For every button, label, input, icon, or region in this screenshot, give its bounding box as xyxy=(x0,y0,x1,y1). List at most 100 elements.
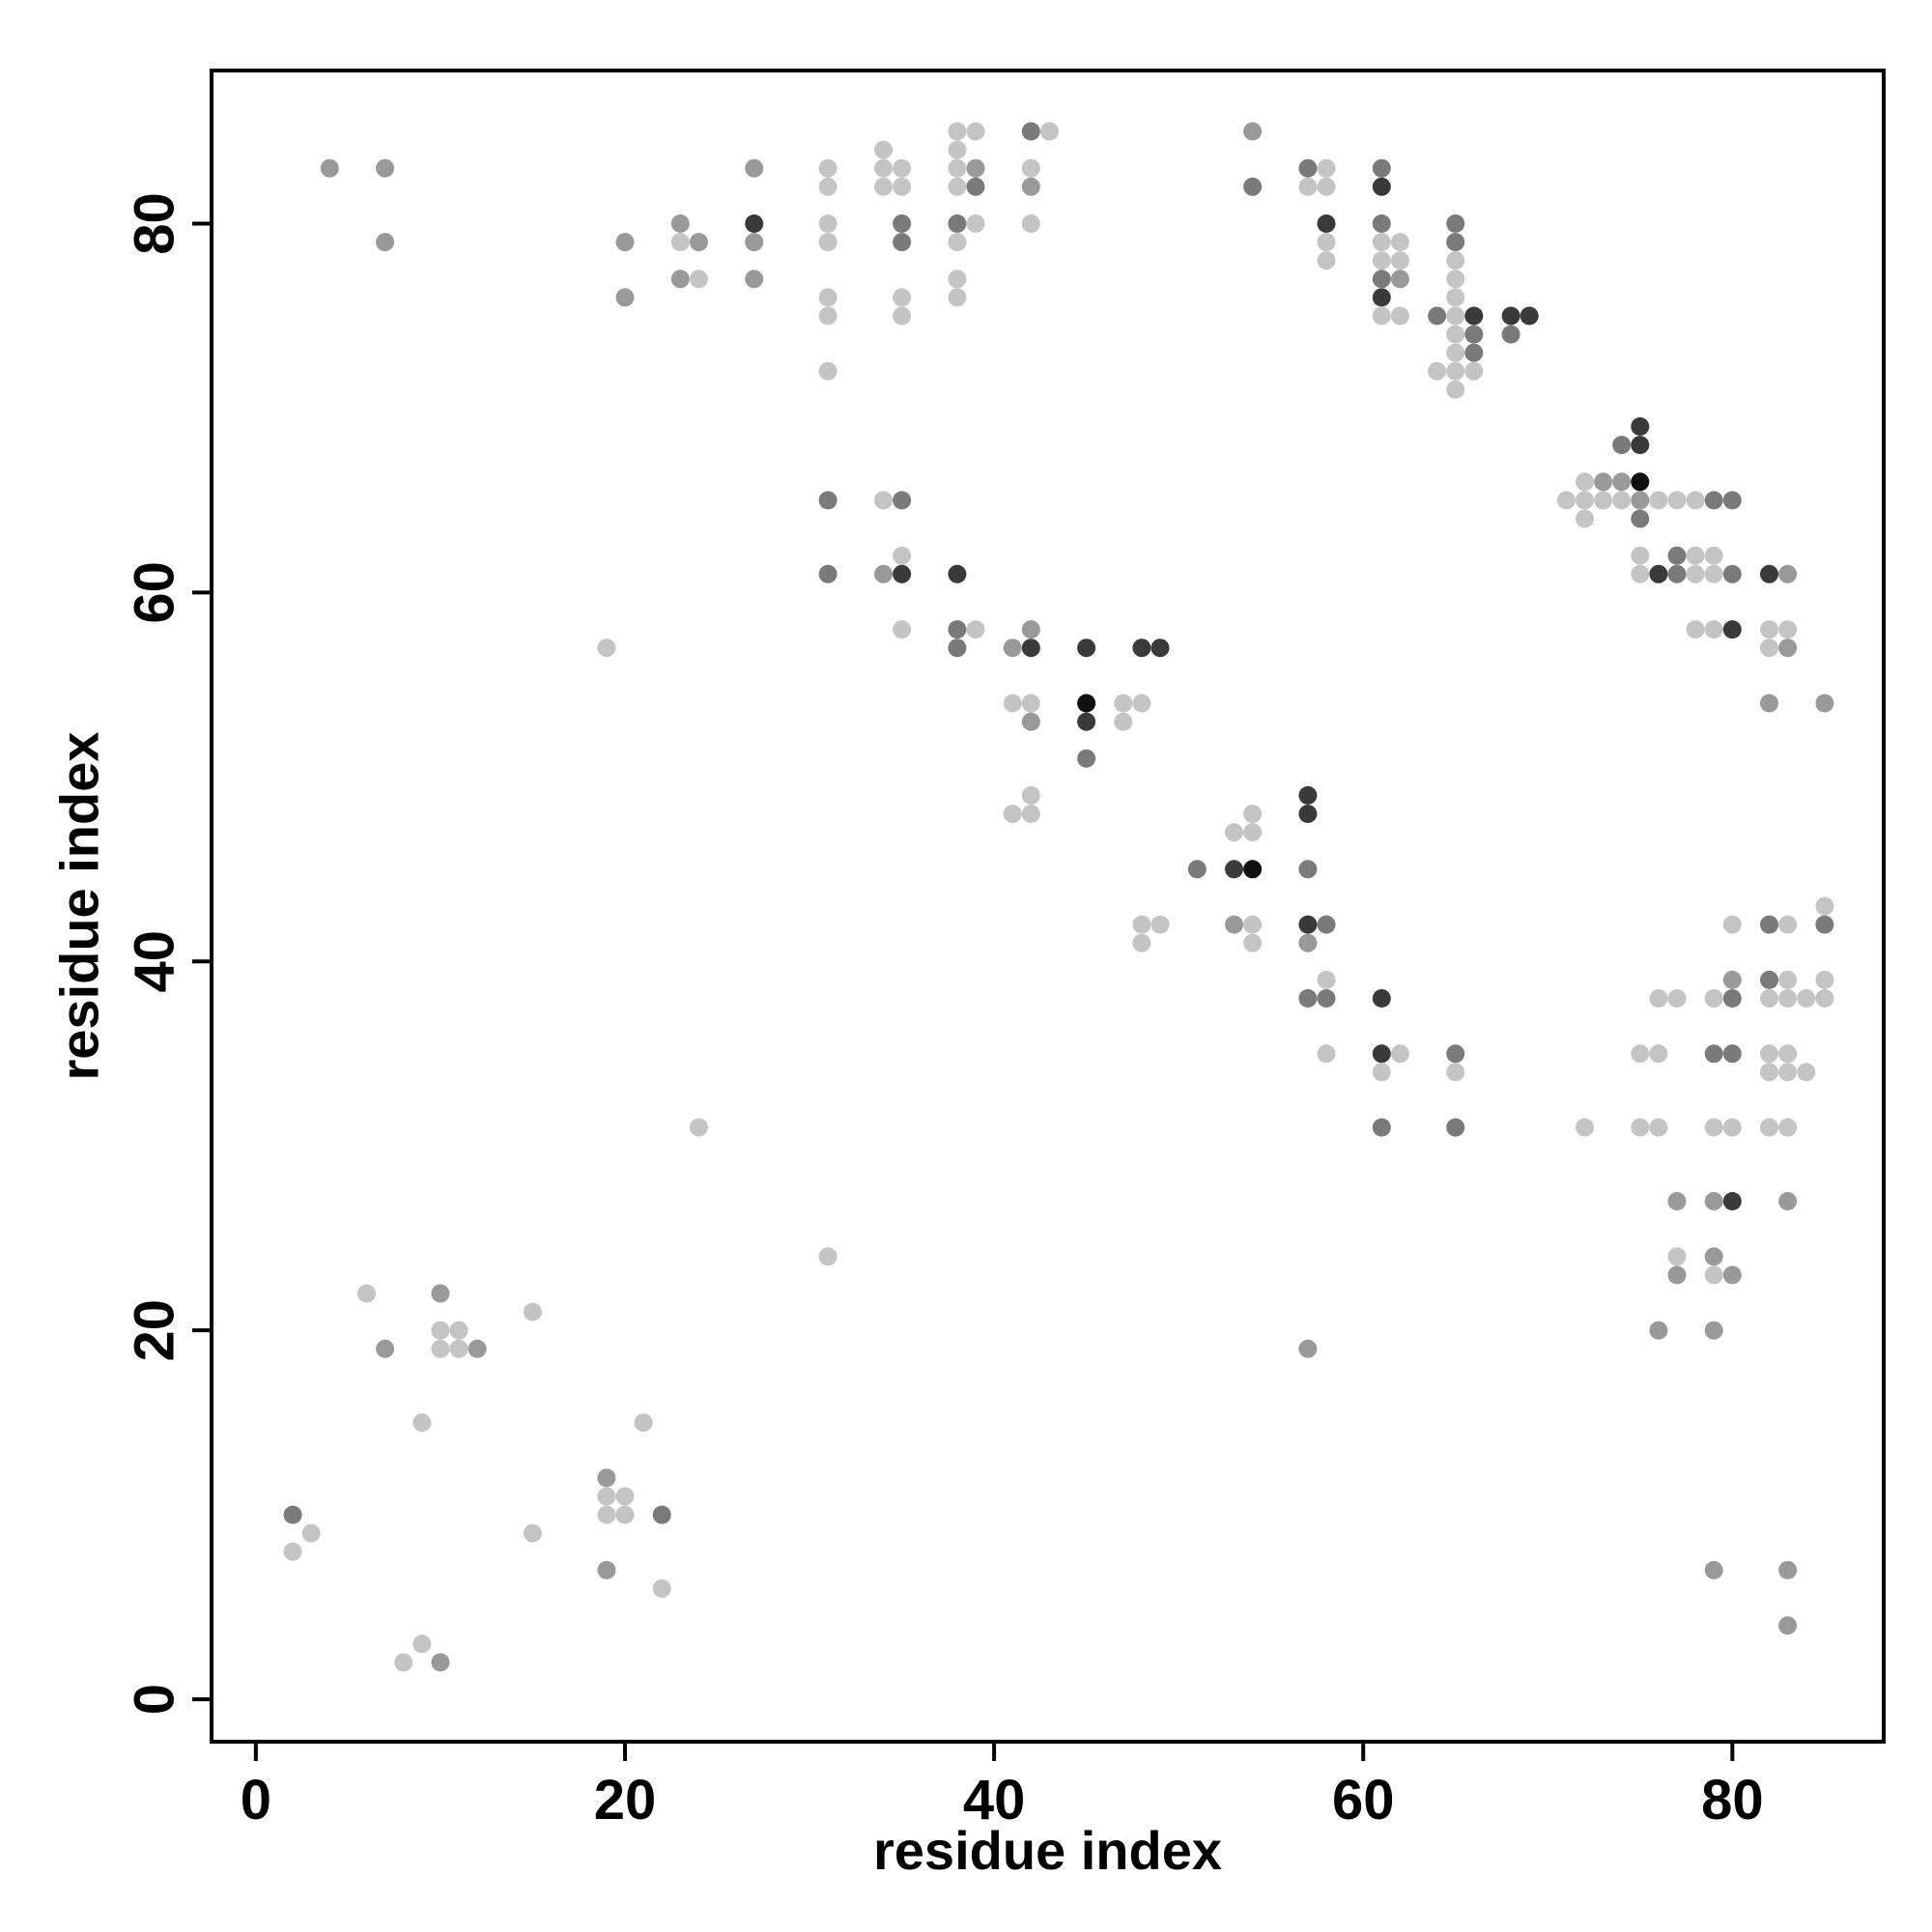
data-point xyxy=(1298,177,1318,196)
data-point xyxy=(966,214,985,233)
data-point xyxy=(1686,491,1705,510)
data-point xyxy=(1021,805,1040,823)
data-point xyxy=(1722,915,1742,934)
data-point xyxy=(1667,989,1687,1008)
data-point xyxy=(689,1118,708,1137)
data-point xyxy=(1667,564,1687,583)
data-point xyxy=(1686,546,1705,565)
data-point xyxy=(1631,436,1650,455)
data-point xyxy=(449,1321,469,1340)
data-point xyxy=(1225,860,1243,879)
data-point xyxy=(615,1487,635,1506)
data-point xyxy=(1815,989,1834,1008)
data-point xyxy=(893,177,912,196)
data-point xyxy=(597,1560,616,1579)
data-point xyxy=(1372,214,1391,233)
data-point xyxy=(652,1505,671,1524)
data-point xyxy=(1594,472,1613,492)
data-point xyxy=(431,1653,450,1672)
data-point xyxy=(1631,564,1650,583)
data-point xyxy=(874,491,893,510)
data-point xyxy=(1722,1192,1742,1210)
data-point xyxy=(1667,1192,1687,1210)
data-point xyxy=(948,564,967,583)
data-point xyxy=(966,177,985,196)
data-point xyxy=(670,270,690,289)
data-point xyxy=(1815,915,1834,934)
x-tick-label: 80 xyxy=(1701,1769,1764,1832)
data-point xyxy=(1778,1616,1798,1635)
data-point xyxy=(1520,306,1539,326)
data-point xyxy=(523,1302,542,1321)
data-point xyxy=(1722,1265,1742,1285)
data-point xyxy=(1446,1118,1465,1137)
data-point xyxy=(1039,122,1059,141)
data-point xyxy=(689,270,708,289)
data-point xyxy=(1778,915,1798,934)
x-tick-label: 60 xyxy=(1332,1769,1395,1832)
data-point xyxy=(523,1523,542,1543)
y-tick-label: 60 xyxy=(124,561,186,624)
data-point xyxy=(893,158,912,178)
data-point xyxy=(376,233,395,252)
data-point xyxy=(468,1339,487,1358)
data-point xyxy=(1317,915,1336,934)
data-point xyxy=(1021,712,1040,731)
data-point xyxy=(818,214,838,233)
data-point xyxy=(320,158,339,178)
data-point xyxy=(1372,158,1391,178)
data-point xyxy=(1372,288,1391,307)
data-point xyxy=(1797,989,1816,1008)
data-point xyxy=(1132,639,1151,658)
data-point xyxy=(1021,122,1040,141)
data-point xyxy=(1298,158,1318,178)
data-point xyxy=(1446,306,1465,326)
data-point xyxy=(1667,546,1687,565)
data-point xyxy=(283,1542,302,1561)
data-point xyxy=(1446,1044,1465,1064)
data-point xyxy=(1003,805,1022,823)
data-point xyxy=(357,1284,376,1303)
x-axis-title: residue index xyxy=(873,1820,1222,1881)
data-point xyxy=(1317,251,1336,270)
data-point xyxy=(670,214,690,233)
x-tick-label: 20 xyxy=(594,1769,657,1832)
data-point xyxy=(874,140,893,159)
data-point xyxy=(615,233,635,252)
data-point xyxy=(1446,233,1465,252)
data-point xyxy=(1317,233,1336,252)
data-point xyxy=(1612,472,1632,492)
data-point xyxy=(1021,214,1040,233)
data-points xyxy=(283,122,1834,1672)
data-point xyxy=(1722,989,1742,1008)
data-point xyxy=(670,233,690,252)
data-point xyxy=(394,1653,413,1672)
data-point xyxy=(1114,694,1133,713)
data-point xyxy=(1003,639,1022,658)
data-point xyxy=(1446,214,1465,233)
data-point xyxy=(1612,436,1632,455)
data-point xyxy=(1556,491,1576,510)
data-point xyxy=(1298,805,1318,823)
data-point xyxy=(1446,325,1465,344)
data-point xyxy=(966,122,985,141)
data-point xyxy=(818,288,838,307)
data-point xyxy=(1594,491,1613,510)
data-point xyxy=(874,177,893,196)
data-point xyxy=(1778,1560,1798,1579)
data-point xyxy=(1778,1063,1798,1082)
data-point xyxy=(376,158,395,178)
data-point xyxy=(1132,915,1151,934)
y-tick-label: 20 xyxy=(124,1299,186,1362)
data-point xyxy=(597,1487,616,1506)
data-point xyxy=(412,1413,432,1433)
data-point xyxy=(1760,1044,1778,1064)
data-point xyxy=(1446,361,1465,381)
data-point xyxy=(1390,1044,1409,1064)
data-point xyxy=(1576,472,1594,492)
data-point xyxy=(1243,933,1263,952)
data-point xyxy=(1390,306,1409,326)
data-point xyxy=(1612,491,1632,510)
data-point xyxy=(1243,805,1263,823)
data-point xyxy=(1631,546,1650,565)
